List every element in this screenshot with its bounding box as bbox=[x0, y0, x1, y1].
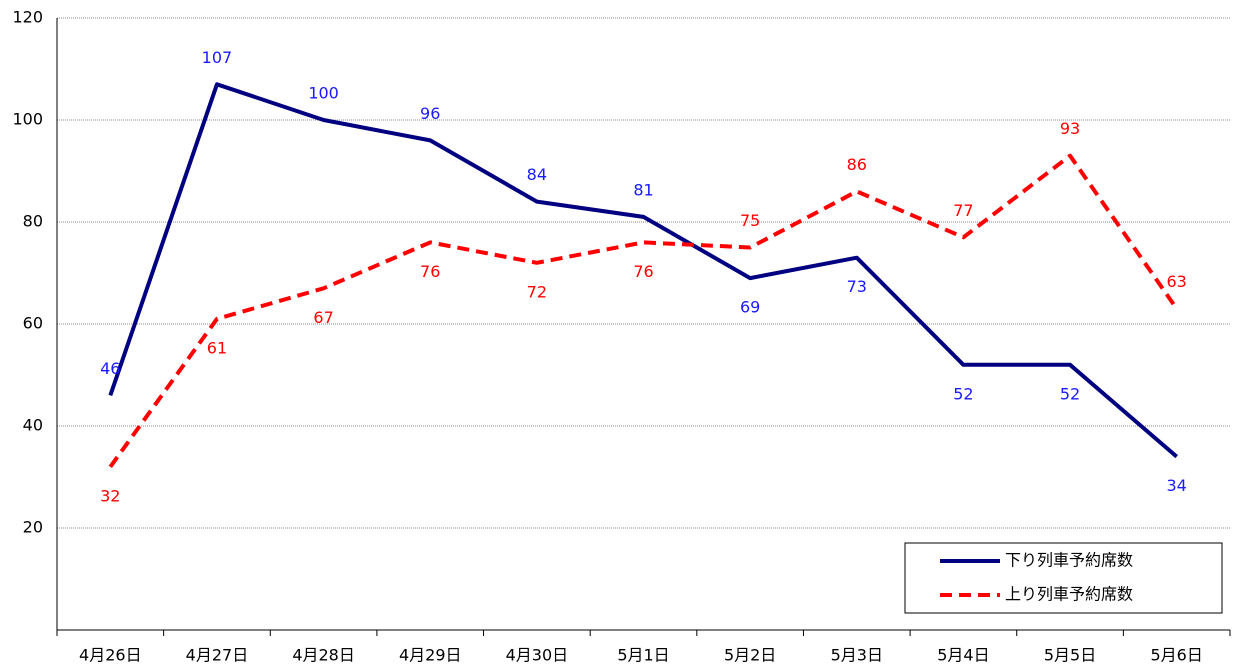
data-label: 100 bbox=[308, 84, 339, 103]
data-label: 93 bbox=[1060, 119, 1080, 138]
x-tick-label: 5月5日 bbox=[1044, 646, 1096, 664]
series-line bbox=[108, 153, 1179, 468]
data-label: 67 bbox=[313, 308, 333, 327]
data-label: 84 bbox=[527, 165, 547, 184]
y-tick-label: 80 bbox=[23, 212, 43, 231]
x-tick-label: 5月1日 bbox=[617, 646, 669, 664]
data-label: 61 bbox=[207, 338, 227, 357]
data-label: 86 bbox=[847, 155, 867, 174]
y-tick-label: 40 bbox=[23, 416, 43, 435]
series-line bbox=[108, 82, 1178, 459]
x-tick-label: 4月28日 bbox=[292, 646, 355, 664]
data-label: 73 bbox=[847, 277, 867, 296]
x-tick-label: 4月26日 bbox=[79, 646, 142, 664]
legend-label: 上り列車予約席数 bbox=[1005, 585, 1133, 604]
data-label: 96 bbox=[420, 104, 440, 123]
x-tick-label: 5月6日 bbox=[1150, 646, 1202, 664]
y-tick-label: 60 bbox=[23, 314, 43, 333]
x-tick-label: 4月30日 bbox=[506, 646, 569, 664]
data-label: 32 bbox=[100, 486, 120, 505]
legend-box bbox=[904, 542, 1223, 614]
x-tick-label: 5月3日 bbox=[831, 646, 883, 664]
data-label: 34 bbox=[1167, 476, 1187, 495]
data-label: 52 bbox=[953, 384, 973, 403]
data-label: 52 bbox=[1060, 384, 1080, 403]
data-label: 76 bbox=[633, 262, 653, 281]
x-tick-label: 5月2日 bbox=[724, 646, 776, 664]
data-label: 75 bbox=[740, 211, 760, 230]
x-tick-label: 5月4日 bbox=[937, 646, 989, 664]
x-tick-label: 4月27日 bbox=[186, 646, 249, 664]
y-tick-label: 100 bbox=[12, 110, 43, 129]
data-label: 76 bbox=[420, 262, 440, 281]
legend-label: 下り列車予約席数 bbox=[1005, 551, 1133, 570]
data-label: 107 bbox=[202, 48, 233, 67]
x-tick-label: 4月29日 bbox=[399, 646, 462, 664]
data-label: 46 bbox=[100, 359, 120, 378]
y-tick-label: 20 bbox=[23, 518, 43, 537]
data-label: 69 bbox=[740, 298, 760, 317]
data-label: 77 bbox=[953, 201, 973, 220]
data-label: 81 bbox=[633, 180, 653, 199]
data-label: 63 bbox=[1167, 272, 1187, 291]
data-label: 72 bbox=[527, 282, 547, 301]
y-tick-label: 120 bbox=[12, 8, 43, 27]
